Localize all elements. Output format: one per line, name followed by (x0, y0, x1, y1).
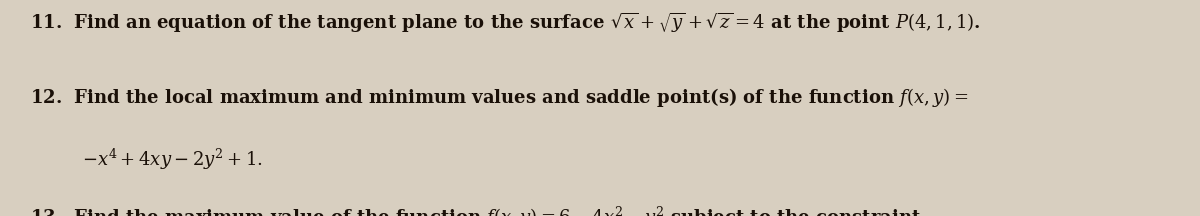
Text: 12.  Find the local maximum and minimum values and saddle point(s) of the functi: 12. Find the local maximum and minimum v… (30, 86, 968, 109)
Text: 13.  Find the maximum value of the function $f(x, y) = 6 - 4x^2 - y^2$ subject t: 13. Find the maximum value of the functi… (30, 205, 922, 216)
Text: $-x^4 + 4xy - 2y^2 + 1.$: $-x^4 + 4xy - 2y^2 + 1.$ (82, 147, 262, 172)
Text: 11.  Find an equation of the tangent plane to the surface $\sqrt{x}+\sqrt{y}+\sq: 11. Find an equation of the tangent plan… (30, 11, 980, 35)
